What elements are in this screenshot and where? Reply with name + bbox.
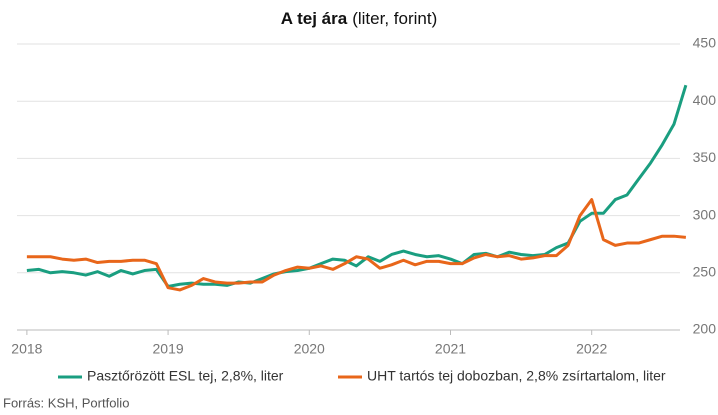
y-tick-label: 250 <box>693 264 717 280</box>
title: A tej ára <box>281 9 348 28</box>
legend-label: UHT tartós tej dobozban, 2,8% zsírtartal… <box>367 368 666 384</box>
x-tick-label: 2022 <box>576 341 607 357</box>
subtitle: (liter, forint) <box>352 9 437 28</box>
y-tick-label: 350 <box>693 149 717 165</box>
legend-label: Pasztőrözött ESL tej, 2,8%, liter <box>87 368 284 384</box>
x-tick-label: 2019 <box>153 341 184 357</box>
y-tick-label: 400 <box>693 92 717 108</box>
series-line <box>26 198 687 292</box>
chart-title: A tej ára (liter, forint) <box>281 9 438 28</box>
y-tick-label: 450 <box>693 35 717 51</box>
y-tick-label: 300 <box>693 206 717 222</box>
y-tick-label: 200 <box>693 321 717 337</box>
source: Forrás: KSH, Portfolio <box>3 395 129 410</box>
x-tick-label: 2020 <box>294 341 325 357</box>
x-tick-label: 2018 <box>11 341 42 357</box>
x-tick-label: 2021 <box>435 341 466 357</box>
